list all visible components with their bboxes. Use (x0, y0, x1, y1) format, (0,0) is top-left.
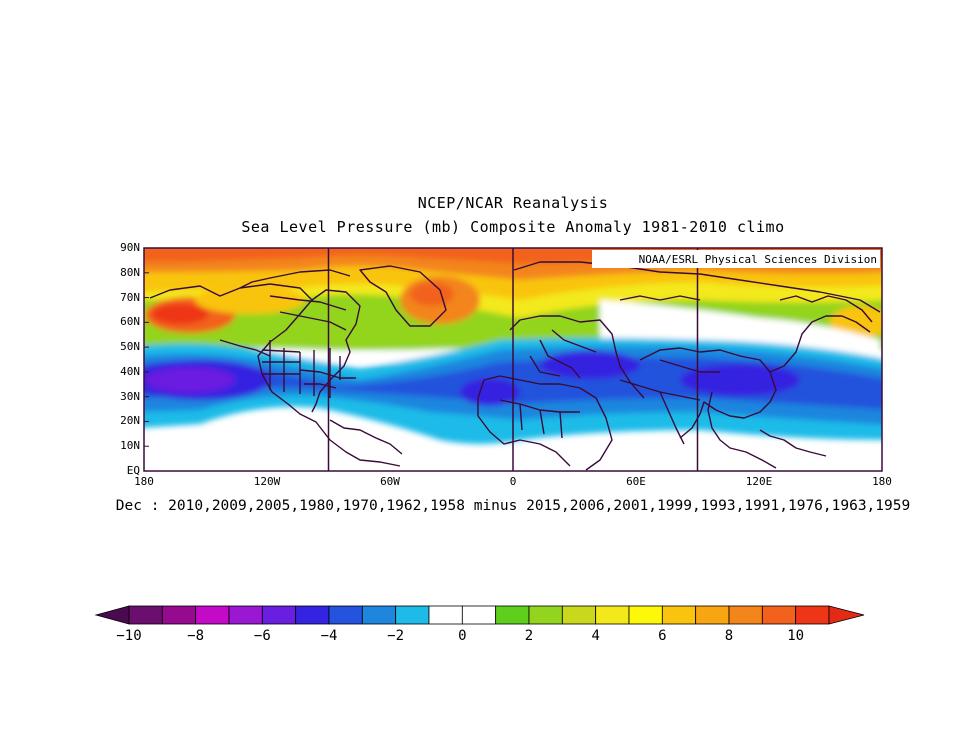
lon-label: 120W (253, 475, 281, 488)
lat-label: 50N (120, 340, 140, 354)
colorbar (94, 605, 865, 625)
lat-label: 80N (120, 265, 140, 279)
lon-label: 180 (872, 475, 892, 488)
colorbar-label: −2 (387, 628, 405, 644)
colorbar-swatch (495, 605, 530, 625)
colorbar-swatch (361, 605, 397, 625)
colorbar-swatch (795, 605, 830, 625)
colorbar-swatch (295, 605, 330, 625)
credit-box (592, 250, 880, 268)
colorbar-swatch (195, 605, 230, 625)
colorbar-label: 6 (658, 628, 667, 644)
colorbar-swatch (728, 605, 763, 625)
lon-label: 60W (380, 475, 400, 488)
lat-label: 90N (120, 241, 140, 254)
colorbar-swatch (761, 605, 797, 625)
colorbar-swatch (528, 605, 563, 625)
colorbar-label: 8 (724, 628, 734, 644)
colorbar-swatch (461, 605, 497, 625)
colorbar-swatch (661, 605, 697, 625)
colorbar-swatch (395, 605, 430, 625)
colorbar-swatch (128, 605, 163, 625)
lat-label: 10N (120, 439, 140, 453)
colorbar-label: 4 (591, 628, 600, 644)
colorbar-label: −8 (187, 628, 205, 644)
colorbar-swatch (261, 605, 297, 625)
lon-label: 0 (509, 475, 517, 488)
lat-label: 30N (120, 389, 140, 403)
lat-ticks (144, 247, 149, 472)
colorbar-swatch (628, 605, 663, 625)
lon-label: 180 (134, 475, 154, 488)
lat-label: 70N (120, 290, 140, 304)
colorbar-label: −4 (320, 628, 338, 644)
colorbar-under-arrow (94, 605, 130, 625)
colorbar-swatch (428, 605, 463, 625)
lat-label: 20N (120, 414, 140, 428)
colorbar-label: −6 (253, 628, 271, 644)
colorbar-swatch (161, 605, 197, 625)
composite-years: Dec : 2010,2009,2005,1980,1970,1962,1958… (115, 498, 911, 514)
lat-label: EQ (126, 464, 140, 477)
colorbar-swatch (561, 605, 597, 625)
chart-title: NCEP/NCAR Reanalysis (417, 194, 609, 212)
colorbar-swatch (228, 605, 263, 625)
colorbar-swatch (695, 605, 730, 625)
colorbar-label: −10 (116, 628, 142, 644)
lat-label: 60N (120, 315, 140, 329)
anomaly-field (144, 248, 882, 471)
colorbar-over-arrow (828, 605, 865, 625)
colorbar-label: 0 (458, 628, 467, 644)
colorbar-label: 2 (524, 628, 534, 644)
chart-subtitle: Sea Level Pressure (mb) Composite Anomal… (241, 218, 785, 236)
lon-label: 120E (745, 475, 773, 488)
credit-text: NOAA/ESRL Physical Sciences Division (639, 253, 877, 266)
colorbar-swatch (328, 605, 363, 625)
colorbar-swatch (595, 605, 630, 625)
lat-label: 40N (120, 364, 140, 378)
meridian-lines (327, 248, 699, 471)
lon-label: 60E (626, 475, 646, 488)
colorbar-label: 10 (787, 628, 805, 644)
